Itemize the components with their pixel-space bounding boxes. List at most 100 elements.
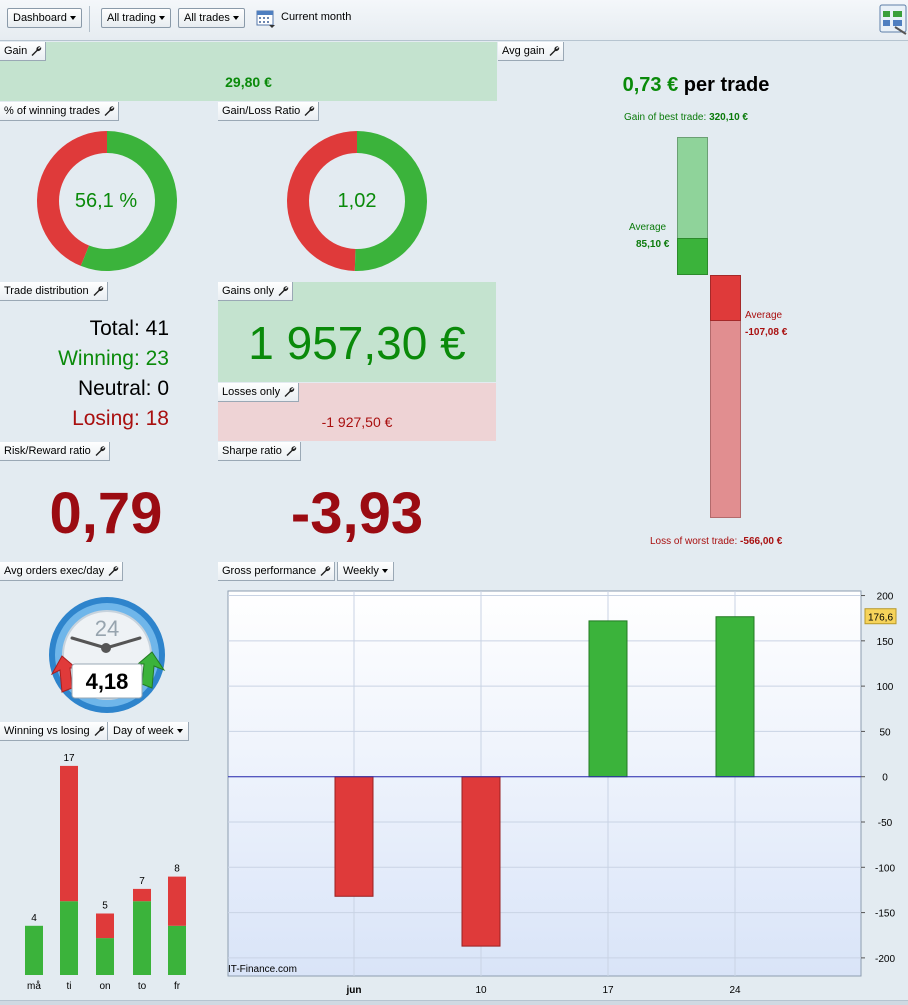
gain-panel: Gain 29,80 € bbox=[0, 42, 497, 101]
wrench-icon[interactable] bbox=[30, 45, 42, 57]
gain-loss-ratio-panel: Gain/Loss Ratio 1,02 bbox=[218, 102, 496, 281]
day-total-ti: 17 bbox=[63, 753, 75, 764]
wrench-icon[interactable] bbox=[283, 386, 295, 398]
gains-only-title[interactable]: Gains only bbox=[218, 282, 293, 301]
y-tick-label: 0 bbox=[882, 773, 888, 784]
day-label-ti: ti bbox=[67, 981, 72, 992]
donut-loss-arc bbox=[287, 131, 357, 271]
dashboard-dropdown[interactable]: Dashboard bbox=[7, 8, 82, 28]
avg-orders-value: 4,18 bbox=[85, 669, 129, 694]
toolbar: Dashboard All trading All trades Current… bbox=[0, 0, 908, 41]
avg-gain-title[interactable]: Avg gain bbox=[498, 42, 564, 61]
chevron-down-icon bbox=[69, 16, 76, 21]
winning-trades-donut bbox=[36, 131, 177, 271]
risk-reward-title[interactable]: Risk/Reward ratio bbox=[0, 442, 110, 461]
best-trade-caption: Gain of best trade: bbox=[624, 112, 707, 123]
day-label-må: må bbox=[27, 980, 41, 992]
avg-orders-title[interactable]: Avg orders exec/day bbox=[0, 562, 124, 581]
sharpe-ratio-value: -3,93 bbox=[290, 481, 424, 546]
sharpe-ratio-title-label: Sharpe ratio bbox=[222, 445, 282, 457]
gain-value: 29,80 € bbox=[225, 74, 272, 90]
wrench-icon[interactable] bbox=[92, 285, 104, 297]
trade-distribution-panel: Trade distribution Total: 41 Winning: 23… bbox=[0, 282, 216, 441]
wrench-icon[interactable] bbox=[107, 565, 119, 577]
weekly-dropdown[interactable]: Weekly bbox=[337, 562, 394, 581]
lose-bar-to bbox=[133, 888, 151, 902]
avg-win-bar bbox=[677, 238, 708, 275]
sharpe-ratio-panel: Sharpe ratio -3,93 bbox=[218, 442, 496, 561]
calendar-icon[interactable] bbox=[256, 8, 276, 28]
day-total-må: 4 bbox=[31, 913, 37, 924]
avg-loss-bar bbox=[710, 275, 741, 322]
wrench-icon[interactable] bbox=[548, 45, 560, 57]
wrench-icon[interactable] bbox=[94, 445, 106, 457]
x-tick-label: 24 bbox=[729, 985, 741, 996]
wrench-icon[interactable] bbox=[93, 725, 105, 737]
winning-vs-losing-chart: 4 må 17 ti 5 on 7 to 8 fr bbox=[25, 753, 186, 992]
winning-trades-title[interactable]: % of winning trades bbox=[0, 102, 119, 121]
period-label: Current month bbox=[281, 11, 352, 23]
y-tick-label: -50 bbox=[878, 818, 893, 829]
y-tick-label: 50 bbox=[879, 727, 891, 738]
clock-dial-label: 24 bbox=[95, 616, 119, 641]
day-label-on: on bbox=[99, 981, 110, 992]
y-tick-label: 150 bbox=[877, 637, 894, 648]
gain-panel-title[interactable]: Gain bbox=[0, 42, 47, 61]
weekly-label: Weekly bbox=[343, 565, 379, 577]
toolbar-separator bbox=[89, 6, 90, 32]
wrench-icon[interactable] bbox=[103, 105, 115, 117]
y-tick-label: -150 bbox=[875, 909, 895, 920]
win-bar-fr bbox=[168, 925, 186, 975]
avg-gain-suffix: per trade bbox=[678, 74, 770, 96]
win-bar-ti bbox=[60, 901, 78, 975]
gains-only-title-label: Gains only bbox=[222, 285, 274, 297]
gain-loss-donut bbox=[287, 131, 428, 271]
avg-loss-value: -107,08 € bbox=[745, 327, 788, 338]
losing-trades: Losing: 18 bbox=[72, 407, 169, 430]
lose-bar-ti bbox=[60, 765, 78, 902]
winning-trades-value: 56,1 % bbox=[74, 190, 138, 212]
avg-gain-panel: Avg gain 0,73 € per trade Gain of best t… bbox=[498, 42, 908, 561]
wrench-icon[interactable] bbox=[303, 105, 315, 117]
worst-trade-label: Loss of worst trade: -566,00 € bbox=[650, 536, 782, 547]
performance-bar-17 bbox=[588, 620, 628, 778]
trades-filter-label: All trades bbox=[184, 12, 230, 24]
sharpe-ratio-title[interactable]: Sharpe ratio bbox=[218, 442, 301, 461]
trades-filter-dropdown[interactable]: All trades bbox=[178, 8, 245, 28]
avg-loss-caption: Average bbox=[745, 310, 783, 321]
gains-only-panel: Gains only 1 957,30 € bbox=[218, 282, 496, 382]
day-of-week-dropdown[interactable]: Day of week bbox=[107, 722, 189, 741]
gross-performance-title[interactable]: Gross performance bbox=[218, 562, 336, 581]
losses-only-value: -1 927,50 € bbox=[321, 414, 393, 430]
losses-only-title[interactable]: Losses only bbox=[218, 383, 300, 402]
dashboard-settings-icon[interactable] bbox=[878, 3, 908, 35]
gain-loss-ratio-value: 1,02 bbox=[337, 190, 377, 212]
wrench-icon[interactable] bbox=[285, 445, 297, 457]
trading-filter-dropdown[interactable]: All trading bbox=[101, 8, 171, 28]
winning-trades-title-label: % of winning trades bbox=[4, 105, 100, 117]
best-trade-value: 320,10 € bbox=[709, 112, 748, 123]
trade-distribution-title[interactable]: Trade distribution bbox=[0, 282, 108, 301]
neutral-trades: Neutral: 0 bbox=[77, 377, 169, 400]
gain-loss-ratio-title[interactable]: Gain/Loss Ratio bbox=[218, 102, 320, 121]
gross-performance-title-label: Gross performance bbox=[222, 565, 317, 577]
chevron-down-icon bbox=[381, 569, 388, 574]
performance-bar-10 bbox=[461, 776, 501, 947]
chevron-down-icon bbox=[176, 729, 183, 734]
gains-only-value: 1 957,30 € bbox=[248, 317, 466, 369]
y-tick-label: -100 bbox=[875, 863, 895, 874]
donut-losing-arc bbox=[36, 131, 107, 266]
wrench-icon[interactable] bbox=[277, 285, 289, 297]
gross-performance-chart: 200 150 100 50 0 -50 -100 -150 -200 jun 10 17 24 176,… bbox=[227, 590, 897, 996]
trading-filter-label: All trading bbox=[107, 12, 156, 24]
y-tick-label: 200 bbox=[877, 592, 894, 603]
risk-reward-value: 0,79 bbox=[49, 481, 163, 546]
day-total-fr: 8 bbox=[174, 864, 180, 875]
day-label-to: to bbox=[138, 981, 147, 992]
gross-performance-panel: Gross performance Weekly 200 150 100 50 0 -50… bbox=[218, 562, 908, 1000]
plot-area bbox=[227, 590, 862, 977]
gain-loss-ratio-title-label: Gain/Loss Ratio bbox=[222, 105, 301, 117]
winning-vs-losing-title[interactable]: Winning vs losing bbox=[0, 722, 109, 741]
wrench-icon[interactable] bbox=[319, 565, 331, 577]
dashboard-dropdown-label: Dashboard bbox=[13, 12, 67, 24]
